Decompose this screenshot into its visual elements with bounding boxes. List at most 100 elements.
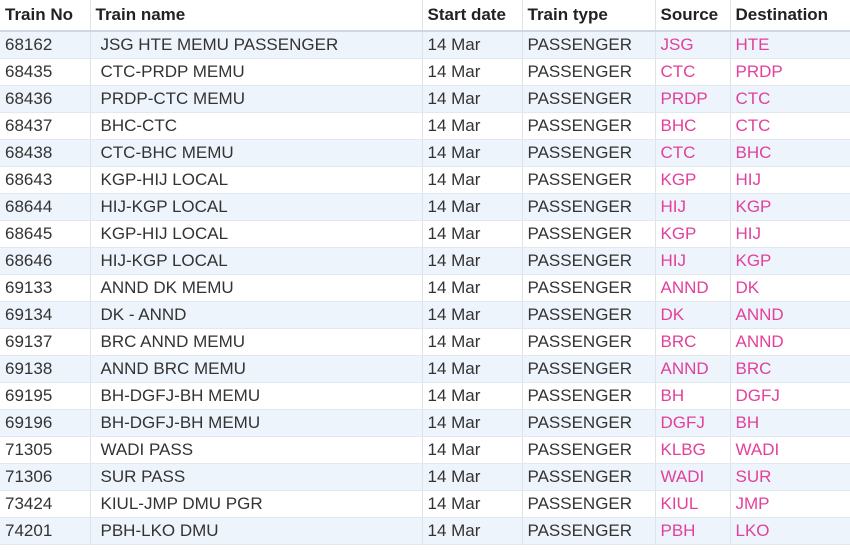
destination: ANND bbox=[730, 301, 850, 329]
train-number: 69137 bbox=[0, 328, 91, 356]
start-date: 14 Mar bbox=[422, 409, 523, 437]
start-date: 14 Mar bbox=[422, 220, 523, 248]
train-row: 69195 BH-DGFJ-BH MEMU 14 Mar PASSENGER BH DGF… bbox=[0, 382, 850, 410]
train-type: PASSENGER bbox=[522, 301, 656, 329]
train-name: KGP-HIJ LOCAL bbox=[90, 166, 423, 194]
header-row: Train No Train name Start date Train type So… bbox=[0, 0, 850, 32]
train-name: CTC-PRDP MEMU bbox=[90, 58, 423, 86]
start-date: 14 Mar bbox=[422, 166, 523, 194]
start-date: 14 Mar bbox=[422, 247, 523, 275]
train-number: 69138 bbox=[0, 355, 91, 383]
train-row: 74201 PBH-LKO DMU 14 Mar PASSENGER PBH LKO bbox=[0, 517, 850, 545]
train-type: PASSENGER bbox=[522, 409, 656, 437]
train-row: 68438 CTC-BHC MEMU 14 Mar PASSENGER CTC BHC bbox=[0, 139, 850, 167]
start-date: 14 Mar bbox=[422, 463, 523, 491]
start-date: 14 Mar bbox=[422, 58, 523, 86]
train-name: JSG HTE MEMU PASSENGER bbox=[90, 31, 423, 59]
train-row: 68437 BHC-CTC 14 Mar PASSENGER BHC CTC bbox=[0, 112, 850, 140]
start-date: 14 Mar bbox=[422, 112, 523, 140]
train-number: 68643 bbox=[0, 166, 91, 194]
train-row: 69134 DK - ANND 14 Mar PASSENGER DK ANND bbox=[0, 301, 850, 329]
train-row: 68162 JSG HTE MEMU PASSENGER 14 Mar PASSENG… bbox=[0, 31, 850, 59]
start-date: 14 Mar bbox=[422, 31, 523, 59]
source: JSG bbox=[655, 31, 731, 59]
start-date: 14 Mar bbox=[422, 517, 523, 545]
train-type: PASSENGER bbox=[522, 247, 656, 275]
source: KLBG bbox=[655, 436, 731, 464]
source: CTC bbox=[655, 58, 731, 86]
column-header: Train No bbox=[0, 0, 91, 32]
destination: BH bbox=[730, 409, 850, 437]
source: KGP bbox=[655, 166, 731, 194]
train-name: ANND DK MEMU bbox=[90, 274, 423, 302]
train-type: PASSENGER bbox=[522, 517, 656, 545]
train-type: PASSENGER bbox=[522, 220, 656, 248]
table-body: 68162 JSG HTE MEMU PASSENGER 14 Mar PASSENG… bbox=[0, 31, 850, 545]
destination: HIJ bbox=[730, 220, 850, 248]
train-number: 68438 bbox=[0, 139, 91, 167]
destination: HIJ bbox=[730, 166, 850, 194]
train-type: PASSENGER bbox=[522, 58, 656, 86]
train-type: PASSENGER bbox=[522, 490, 656, 518]
train-row: 68645 KGP-HIJ LOCAL 14 Mar PASSENGER KGP HIJ bbox=[0, 220, 850, 248]
train-type: PASSENGER bbox=[522, 193, 656, 221]
train-type: PASSENGER bbox=[522, 166, 656, 194]
source: WADI bbox=[655, 463, 731, 491]
source: BRC bbox=[655, 328, 731, 356]
train-name: BH-DGFJ-BH MEMU bbox=[90, 409, 423, 437]
source: ANND bbox=[655, 355, 731, 383]
start-date: 14 Mar bbox=[422, 355, 523, 383]
train-number: 73424 bbox=[0, 490, 91, 518]
source: HIJ bbox=[655, 247, 731, 275]
train-number: 68162 bbox=[0, 31, 91, 59]
train-type: PASSENGER bbox=[522, 85, 656, 113]
train-name: BHC-CTC bbox=[90, 112, 423, 140]
train-name: HIJ-KGP LOCAL bbox=[90, 247, 423, 275]
source: HIJ bbox=[655, 193, 731, 221]
train-name: KGP-HIJ LOCAL bbox=[90, 220, 423, 248]
train-row: 71306 SUR PASS 14 Mar PASSENGER WADI SUR bbox=[0, 463, 850, 491]
column-header: Train type bbox=[522, 0, 656, 32]
start-date: 14 Mar bbox=[422, 301, 523, 329]
source: KIUL bbox=[655, 490, 731, 518]
destination: JMP bbox=[730, 490, 850, 518]
destination: BHC bbox=[730, 139, 850, 167]
train-number: 68436 bbox=[0, 85, 91, 113]
train-row: 68435 CTC-PRDP MEMU 14 Mar PASSENGER CTC PRDP bbox=[0, 58, 850, 86]
train-number: 68645 bbox=[0, 220, 91, 248]
train-number: 69133 bbox=[0, 274, 91, 302]
train-row: 69138 ANND BRC MEMU 14 Mar PASSENGER ANND BRC bbox=[0, 355, 850, 383]
start-date: 14 Mar bbox=[422, 85, 523, 113]
start-date: 14 Mar bbox=[422, 436, 523, 464]
source: BHC bbox=[655, 112, 731, 140]
start-date: 14 Mar bbox=[422, 328, 523, 356]
column-header: Train name bbox=[90, 0, 423, 32]
train-number: 68646 bbox=[0, 247, 91, 275]
train-row: 69133 ANND DK MEMU 14 Mar PASSENGER ANND DK bbox=[0, 274, 850, 302]
destination: ANND bbox=[730, 328, 850, 356]
start-date: 14 Mar bbox=[422, 274, 523, 302]
train-number: 71306 bbox=[0, 463, 91, 491]
start-date: 14 Mar bbox=[422, 193, 523, 221]
train-name: WADI PASS bbox=[90, 436, 423, 464]
column-header: Start date bbox=[422, 0, 523, 32]
train-number: 68435 bbox=[0, 58, 91, 86]
start-date: 14 Mar bbox=[422, 382, 523, 410]
source: DGFJ bbox=[655, 409, 731, 437]
source: KGP bbox=[655, 220, 731, 248]
train-number: 68644 bbox=[0, 193, 91, 221]
source: CTC bbox=[655, 139, 731, 167]
destination: SUR bbox=[730, 463, 850, 491]
destination: CTC bbox=[730, 85, 850, 113]
train-row: 69196 BH-DGFJ-BH MEMU 14 Mar PASSENGER DGFJ B… bbox=[0, 409, 850, 437]
train-row: 69137 BRC ANND MEMU 14 Mar PASSENGER BRC ANND bbox=[0, 328, 850, 356]
destination: WADI bbox=[730, 436, 850, 464]
train-name: KIUL-JMP DMU PGR bbox=[90, 490, 423, 518]
destination: HTE bbox=[730, 31, 850, 59]
start-date: 14 Mar bbox=[422, 139, 523, 167]
train-number: 71305 bbox=[0, 436, 91, 464]
train-type: PASSENGER bbox=[522, 355, 656, 383]
train-row: 71305 WADI PASS 14 Mar PASSENGER KLBG WADI bbox=[0, 436, 850, 464]
train-name: CTC-BHC MEMU bbox=[90, 139, 423, 167]
train-number: 74201 bbox=[0, 517, 91, 545]
